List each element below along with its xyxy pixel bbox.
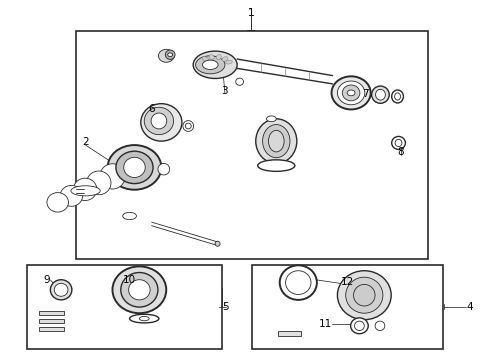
Ellipse shape — [193, 51, 237, 78]
Circle shape — [346, 90, 354, 96]
Ellipse shape — [165, 50, 175, 59]
Ellipse shape — [262, 125, 289, 158]
Text: 11: 11 — [318, 319, 331, 329]
Ellipse shape — [202, 60, 218, 69]
Ellipse shape — [391, 90, 403, 103]
Ellipse shape — [112, 266, 166, 313]
Ellipse shape — [195, 56, 224, 74]
Ellipse shape — [216, 55, 221, 60]
Bar — [76, 31, 427, 259]
Ellipse shape — [394, 139, 401, 147]
Ellipse shape — [371, 86, 388, 103]
Ellipse shape — [266, 116, 276, 122]
Ellipse shape — [331, 76, 370, 109]
Ellipse shape — [107, 145, 161, 190]
Ellipse shape — [225, 60, 232, 64]
Text: 12: 12 — [340, 276, 353, 287]
Ellipse shape — [268, 130, 284, 152]
Bar — [251, 265, 442, 349]
Bar — [39, 319, 63, 323]
Ellipse shape — [151, 113, 166, 129]
Bar — [27, 265, 222, 349]
Ellipse shape — [215, 241, 220, 246]
Text: 2: 2 — [82, 137, 89, 147]
Bar — [39, 327, 63, 331]
Text: 7: 7 — [362, 89, 368, 99]
Ellipse shape — [86, 171, 111, 195]
Bar — [277, 331, 301, 336]
Ellipse shape — [185, 123, 191, 129]
Ellipse shape — [374, 321, 384, 330]
Ellipse shape — [394, 93, 400, 100]
Ellipse shape — [345, 277, 382, 313]
Ellipse shape — [122, 212, 136, 220]
Ellipse shape — [71, 186, 100, 196]
Ellipse shape — [337, 81, 364, 105]
Ellipse shape — [202, 57, 208, 61]
Ellipse shape — [375, 89, 385, 100]
Text: 1: 1 — [247, 8, 254, 18]
Ellipse shape — [279, 265, 316, 300]
Ellipse shape — [222, 57, 227, 61]
Ellipse shape — [235, 78, 243, 85]
Ellipse shape — [128, 280, 150, 300]
Ellipse shape — [47, 193, 68, 212]
Ellipse shape — [255, 119, 296, 163]
Text: 5: 5 — [222, 302, 229, 312]
Ellipse shape — [158, 49, 174, 62]
Ellipse shape — [257, 160, 294, 171]
Text: 8: 8 — [397, 147, 404, 157]
Ellipse shape — [183, 121, 193, 131]
Text: 6: 6 — [148, 104, 155, 114]
Ellipse shape — [209, 55, 214, 60]
Ellipse shape — [141, 104, 182, 141]
Ellipse shape — [129, 314, 159, 323]
Ellipse shape — [353, 284, 374, 306]
Ellipse shape — [116, 151, 153, 184]
Text: 3: 3 — [221, 86, 228, 96]
Ellipse shape — [54, 283, 68, 296]
Ellipse shape — [285, 271, 310, 294]
Ellipse shape — [158, 163, 169, 175]
Ellipse shape — [123, 157, 145, 177]
Text: 1: 1 — [247, 8, 254, 18]
Ellipse shape — [337, 271, 390, 320]
Ellipse shape — [391, 136, 405, 149]
Ellipse shape — [354, 321, 364, 330]
Ellipse shape — [350, 318, 367, 334]
Text: 9: 9 — [43, 275, 50, 285]
Text: 4: 4 — [465, 302, 472, 312]
Circle shape — [167, 53, 172, 57]
Ellipse shape — [121, 273, 158, 307]
Ellipse shape — [100, 164, 125, 189]
Text: 10: 10 — [123, 275, 136, 285]
Ellipse shape — [50, 280, 72, 300]
Ellipse shape — [342, 85, 359, 101]
Bar — [39, 311, 63, 315]
Ellipse shape — [73, 178, 97, 201]
Ellipse shape — [139, 316, 149, 321]
Ellipse shape — [60, 185, 82, 206]
Ellipse shape — [144, 107, 173, 135]
